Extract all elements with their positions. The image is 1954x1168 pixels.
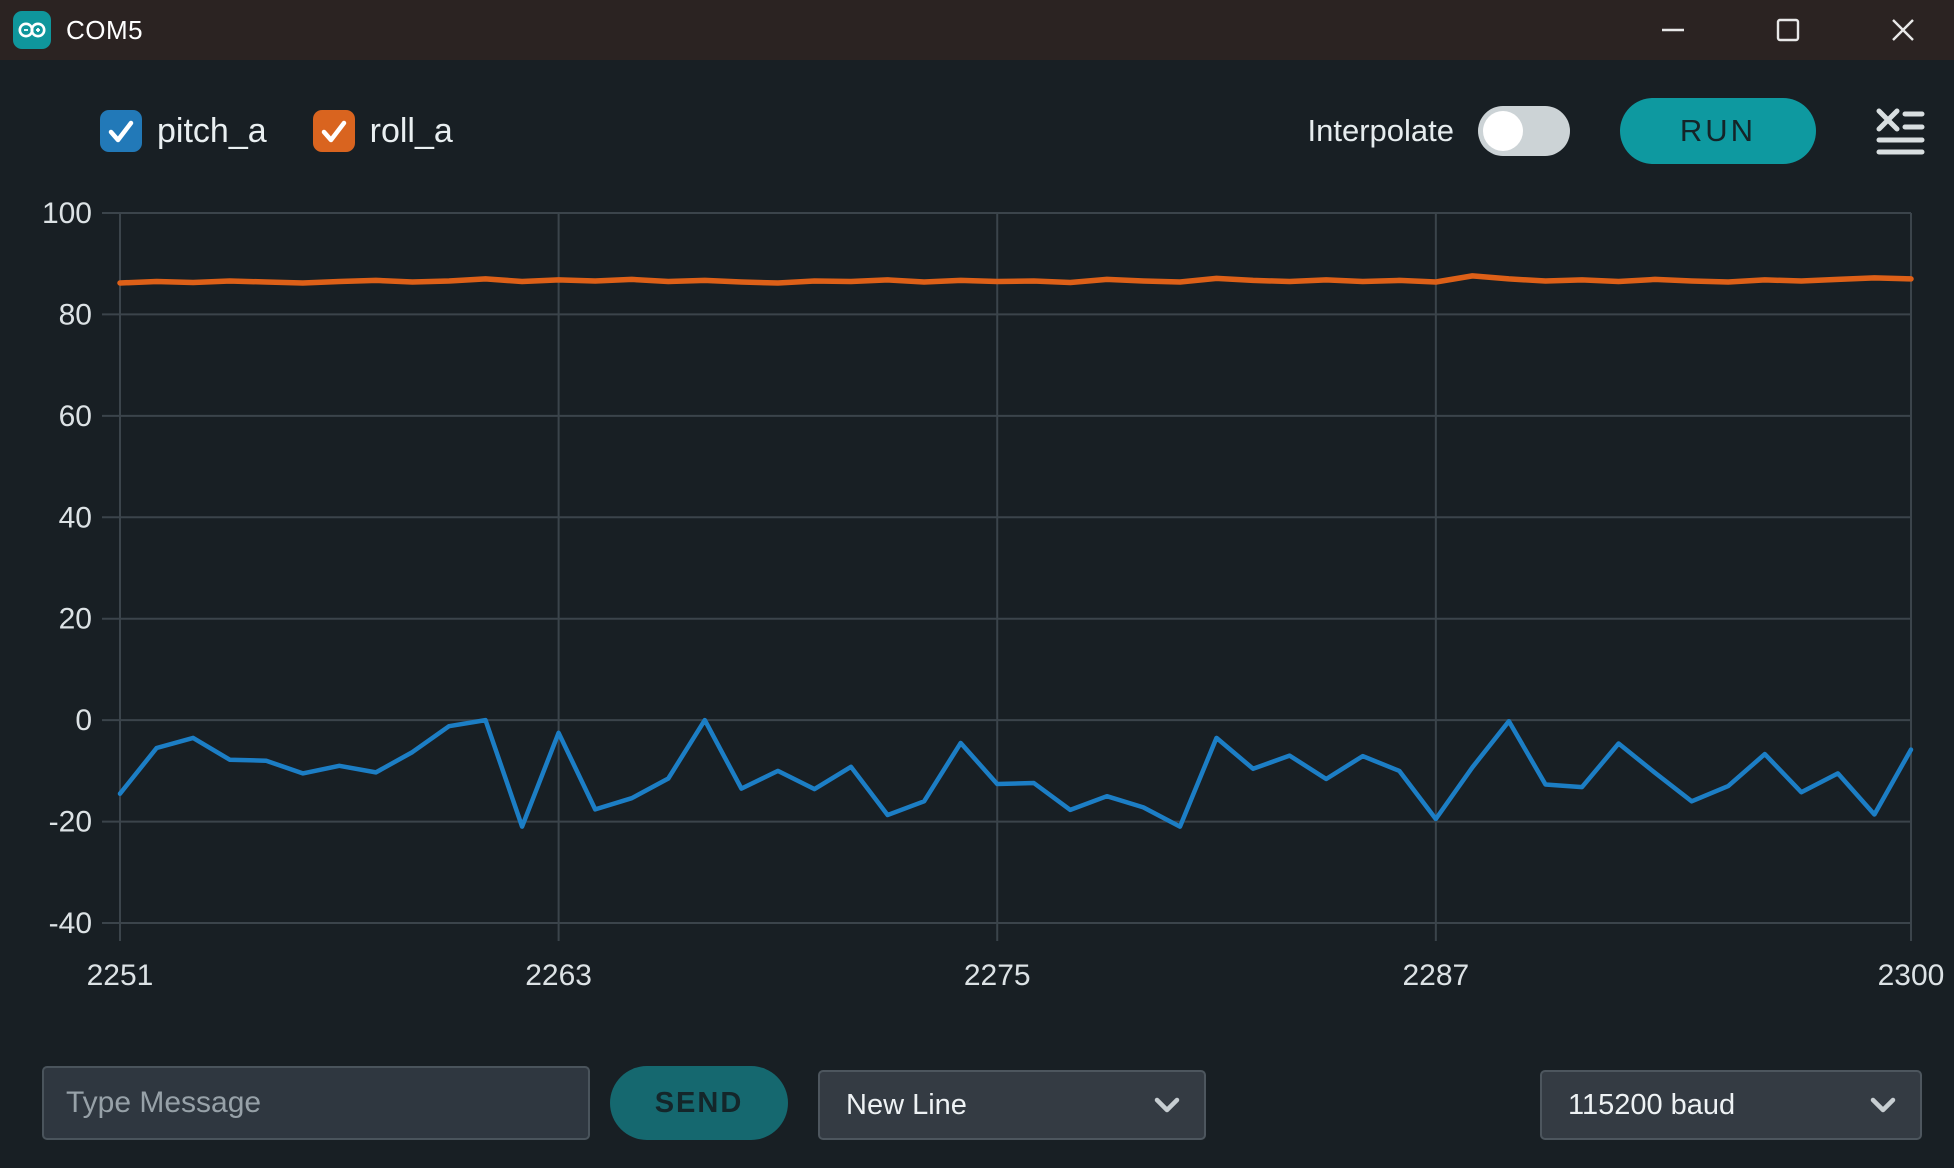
line-ending-value: New Line [846,1088,967,1121]
run-button[interactable]: RUN [1620,98,1816,164]
legend-item-pitch-a[interactable]: pitch_a [100,110,267,152]
maximize-button[interactable] [1753,0,1823,60]
y-tick-label: 80 [59,298,92,331]
arduino-logo-icon [13,11,51,49]
check-icon [108,120,134,143]
y-tick-label: 100 [42,197,92,230]
check-icon [321,120,346,143]
y-tick-label: -20 [49,806,92,839]
y-tick-label: -40 [49,907,92,940]
line-ending-select[interactable]: New Line [818,1070,1206,1140]
x-tick-label: 2263 [525,959,592,992]
chevron-down-icon [1154,1097,1180,1113]
y-tick-label: 60 [59,400,92,433]
title-bar: COM5 [0,0,1954,60]
clear-output-icon [1876,108,1925,155]
clear-output-button[interactable] [1872,103,1928,159]
roll-a-checkbox[interactable] [312,110,355,152]
legend-item-roll-a[interactable]: roll_a [312,110,453,152]
x-tick-label: 2287 [1402,959,1469,992]
pitch-a-checkbox[interactable] [100,110,142,152]
series-line-roll_a [117,273,1914,286]
x-tick-label: 2275 [964,959,1031,992]
message-input[interactable] [42,1066,590,1140]
window-title: COM5 [66,14,144,45]
interpolate-toggle[interactable] [1478,106,1570,156]
chevron-down-icon [1870,1097,1896,1113]
close-icon [1892,19,1914,41]
plotter-toolbar: pitch_a roll_a Interpolate RUN [0,98,1954,164]
y-tick-label: 20 [59,603,92,636]
legend-label: roll_a [369,111,453,150]
baud-rate-value: 115200 baud [1568,1088,1736,1121]
toggle-knob [1483,111,1523,151]
x-tick-label: 2251 [87,959,154,992]
footer-bar: SEND New Line 115200 baud [0,1058,1954,1150]
minimize-button[interactable] [1638,0,1708,60]
y-tick-label: 0 [75,704,92,737]
x-tick-label: 2300 [1878,959,1945,992]
legend-label: pitch_a [157,111,267,150]
baud-rate-select[interactable]: 115200 baud [1540,1070,1922,1140]
window-controls [1638,0,1954,60]
minimize-icon [1662,28,1684,32]
y-tick-label: 40 [59,501,92,534]
close-button[interactable] [1868,0,1938,60]
send-button[interactable]: SEND [610,1066,788,1140]
series-line-pitch_a [117,717,1914,829]
maximize-icon [1776,18,1800,42]
interpolate-label: Interpolate [1307,113,1455,148]
